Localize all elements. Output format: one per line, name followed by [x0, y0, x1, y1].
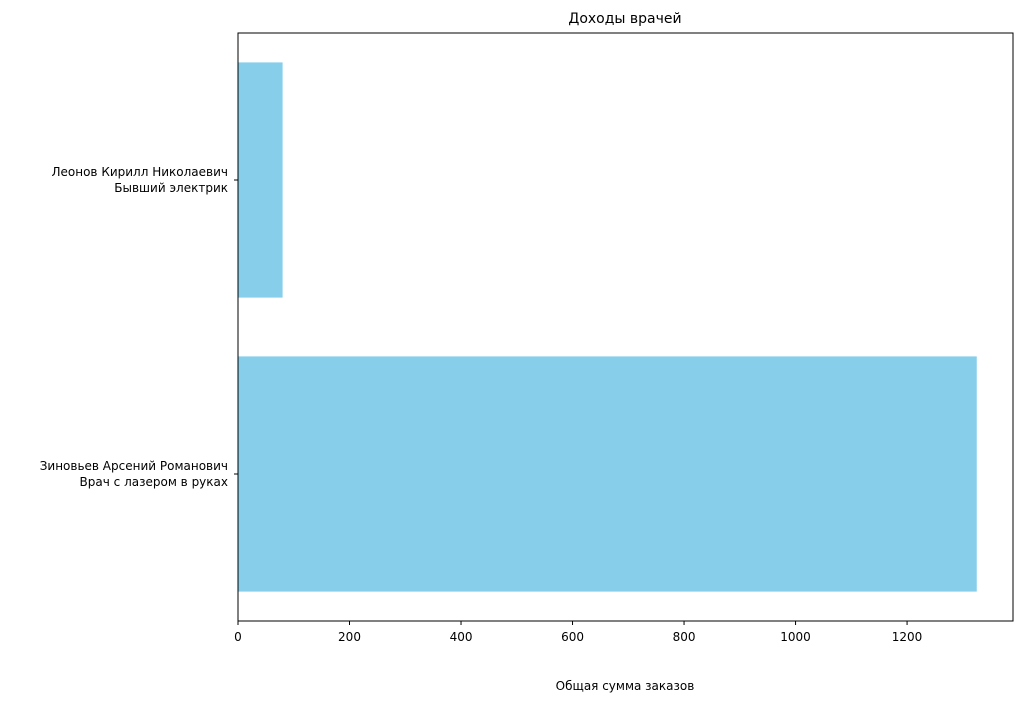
y-tick-label-0-1: Врач с лазером в руках	[80, 475, 228, 489]
y-ticks-group: Зиновьев Арсений Романович Врач с лазером…	[40, 165, 238, 489]
x-tick-label-2: 400	[450, 630, 473, 644]
x-tick-label-6: 1200	[892, 630, 923, 644]
x-tick-label-3: 600	[561, 630, 584, 644]
bars-group	[238, 62, 977, 592]
bar-1	[238, 62, 283, 298]
x-tick-label-0: 0	[234, 630, 242, 644]
x-ticks-group: 0 200 400 600 800 1000 1200	[234, 621, 922, 644]
x-tick-label-1: 200	[338, 630, 361, 644]
bar-0	[238, 356, 977, 592]
y-tick-label-1-0: Леонов Кирилл Николаевич	[52, 165, 229, 179]
x-axis-label: Общая сумма заказов	[556, 679, 695, 693]
x-tick-label-5: 1000	[780, 630, 811, 644]
plot-frame	[237, 32, 1014, 622]
y-tick-label-1-1: Бывший электрик	[114, 181, 228, 195]
chart-title: Доходы врачей	[568, 11, 681, 27]
y-tick-label-0-0: Зиновьев Арсений Романович	[40, 459, 228, 473]
x-tick-label-4: 800	[673, 630, 696, 644]
